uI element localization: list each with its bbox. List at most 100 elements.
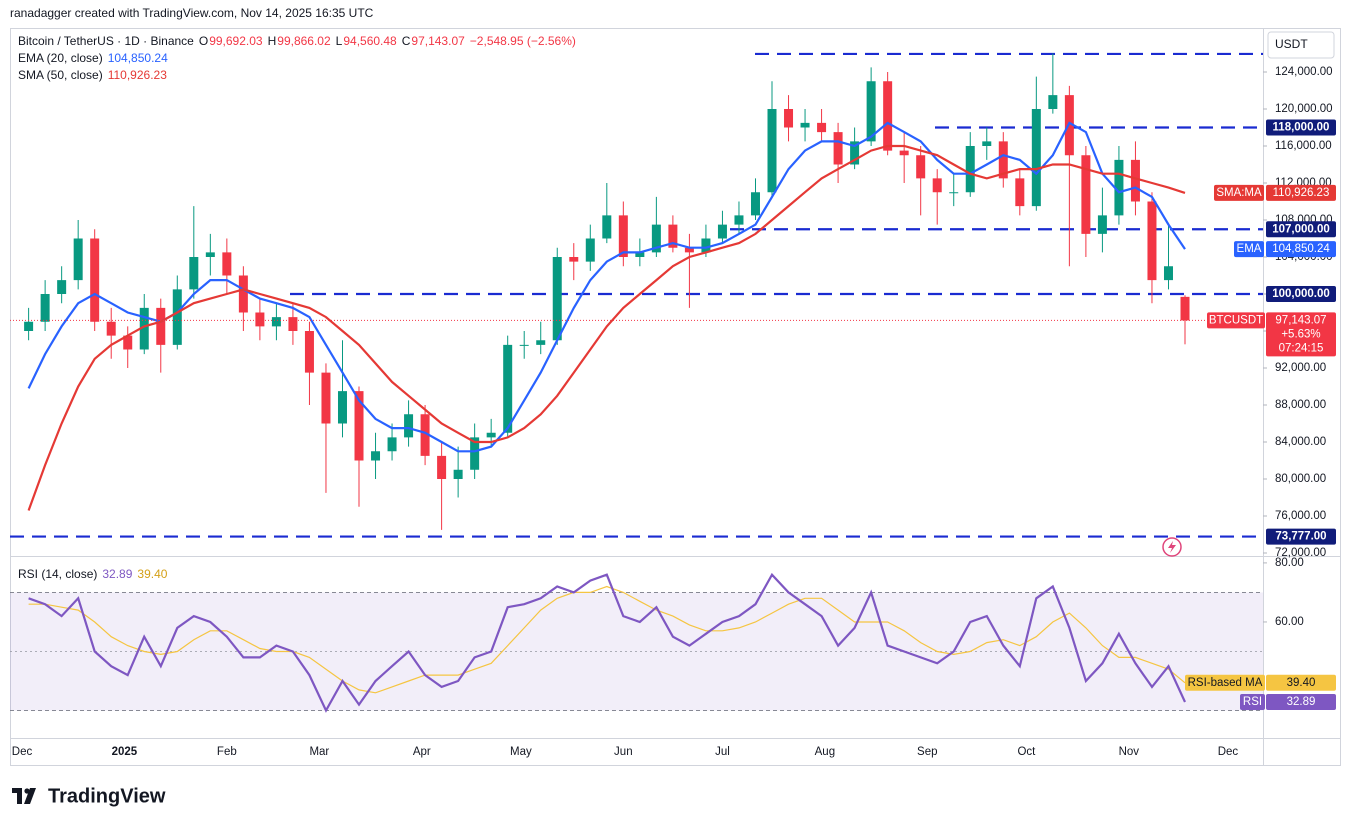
legend-value: 39.40 bbox=[137, 567, 167, 581]
price-badge-label: 07:24:15 bbox=[1279, 342, 1324, 354]
candle-body bbox=[371, 451, 381, 461]
candle-body bbox=[90, 238, 100, 322]
candle-body bbox=[1048, 95, 1058, 109]
price-badge bbox=[1266, 119, 1336, 136]
candle-body bbox=[486, 432, 496, 438]
price-badge bbox=[1266, 694, 1336, 711]
y-tick-label: 92,000.00 bbox=[1275, 362, 1326, 374]
candle-body bbox=[106, 321, 116, 336]
candle-body bbox=[503, 344, 513, 433]
candle-body bbox=[1130, 159, 1140, 202]
ohlc-value: 94,560.48 bbox=[343, 34, 397, 48]
legend-name: SMA (50, close) bbox=[18, 68, 103, 82]
candle-body bbox=[139, 307, 149, 350]
price-badge bbox=[1234, 241, 1264, 258]
y-tick-label: 72,000.00 bbox=[1275, 547, 1326, 559]
candle-body bbox=[850, 141, 860, 165]
price-badge-label: EMA bbox=[1237, 243, 1262, 255]
logo-mark[interactable] bbox=[12, 788, 36, 804]
candle-body bbox=[717, 224, 727, 239]
y-tick-label: 80,000.00 bbox=[1275, 473, 1326, 485]
candle-body bbox=[387, 437, 397, 452]
candle-body bbox=[618, 215, 628, 257]
candle-body bbox=[321, 372, 331, 424]
x-tick-label: Jun bbox=[614, 746, 633, 758]
x-tick-label: Oct bbox=[1017, 746, 1036, 758]
alert-icon[interactable] bbox=[1162, 537, 1182, 557]
price-badge bbox=[1185, 674, 1265, 691]
x-tick-label: Aug bbox=[815, 746, 835, 758]
candle-body bbox=[833, 132, 843, 165]
legend-value: 110,926.23 bbox=[108, 68, 167, 82]
candle-body bbox=[866, 81, 876, 142]
price-badge bbox=[1266, 184, 1336, 201]
price-badge bbox=[1266, 221, 1336, 238]
candle-body bbox=[883, 81, 893, 151]
candle-body bbox=[420, 414, 430, 456]
candle-body bbox=[684, 247, 694, 253]
candle-body bbox=[1114, 159, 1124, 216]
candle-body bbox=[965, 145, 975, 193]
candle-body bbox=[949, 192, 959, 194]
price-badge bbox=[1266, 528, 1336, 545]
currency-button[interactable] bbox=[1267, 31, 1335, 59]
price-badge-label: +5.63% bbox=[1281, 328, 1320, 340]
y-tick-label: 120,000.00 bbox=[1275, 103, 1333, 115]
candle-body bbox=[1163, 266, 1173, 281]
legend-title: RSI (14, close) bbox=[18, 567, 97, 581]
candle-body bbox=[453, 469, 463, 480]
alert-bolt[interactable] bbox=[1168, 541, 1176, 553]
candle-body bbox=[437, 455, 447, 480]
candle-body bbox=[404, 414, 414, 438]
price-badge-label: 100,000.00 bbox=[1272, 288, 1330, 300]
candle-body bbox=[1031, 108, 1041, 207]
price-badge-label: 118,000.00 bbox=[1273, 122, 1330, 134]
rsi-line bbox=[28, 572, 1186, 713]
y-tick-label: 76,000.00 bbox=[1275, 510, 1326, 522]
candle-body bbox=[354, 391, 364, 461]
candle-body bbox=[73, 238, 83, 281]
price-badge-label: 110,926.23 bbox=[1273, 187, 1330, 199]
attribution: ranadagger created with TradingView.com,… bbox=[10, 6, 374, 20]
price-badge bbox=[1266, 312, 1336, 357]
candle-body bbox=[189, 256, 199, 290]
candle-body bbox=[337, 391, 347, 424]
y-tick-label: 124,000.00 bbox=[1275, 66, 1333, 78]
logo-dot[interactable] bbox=[24, 788, 30, 794]
candle-body bbox=[156, 307, 166, 345]
ohlc-value: 99,692.03 bbox=[209, 34, 263, 48]
x-tick-label: Nov bbox=[1119, 746, 1140, 758]
logo-text[interactable]: TradingView bbox=[48, 785, 166, 807]
y-tick-label: 116,000.00 bbox=[1275, 140, 1332, 152]
candle-body bbox=[651, 224, 661, 253]
candle-body bbox=[668, 224, 678, 248]
x-tick-label: Dec bbox=[12, 746, 33, 758]
price-badge-label: 32.89 bbox=[1287, 696, 1316, 708]
y-tick-label: 60.00 bbox=[1275, 616, 1304, 628]
price-badge-label: BTCUSDT bbox=[1209, 314, 1263, 326]
ohlc-value: 99,866.02 bbox=[277, 34, 331, 48]
y-tick-label: 84,000.00 bbox=[1275, 436, 1326, 448]
price-badge-label: 73,777.00 bbox=[1275, 531, 1326, 543]
candle-body bbox=[470, 437, 480, 470]
candle-body bbox=[1097, 215, 1107, 234]
legend-value: 32.89 bbox=[102, 567, 132, 581]
candle-body bbox=[222, 252, 232, 276]
currency[interactable]: USDT bbox=[1275, 37, 1308, 51]
candle-body bbox=[24, 321, 34, 331]
candle-body bbox=[1180, 296, 1190, 321]
logo[interactable]: TradingView bbox=[12, 785, 166, 807]
candle-body bbox=[255, 312, 265, 327]
ohlc-key: H bbox=[268, 34, 277, 48]
price-badge-label: RSI bbox=[1243, 696, 1262, 708]
candle-body bbox=[734, 215, 744, 225]
candle-body bbox=[767, 108, 777, 193]
x-tick-label: Feb bbox=[217, 746, 237, 758]
candle-body bbox=[602, 215, 612, 239]
candle-body bbox=[784, 108, 794, 128]
candle-body bbox=[635, 252, 645, 257]
candle-body bbox=[238, 275, 248, 313]
legend-title: Bitcoin / TetherUS · 1D · Binance bbox=[18, 34, 194, 48]
candle-body bbox=[57, 280, 67, 294]
